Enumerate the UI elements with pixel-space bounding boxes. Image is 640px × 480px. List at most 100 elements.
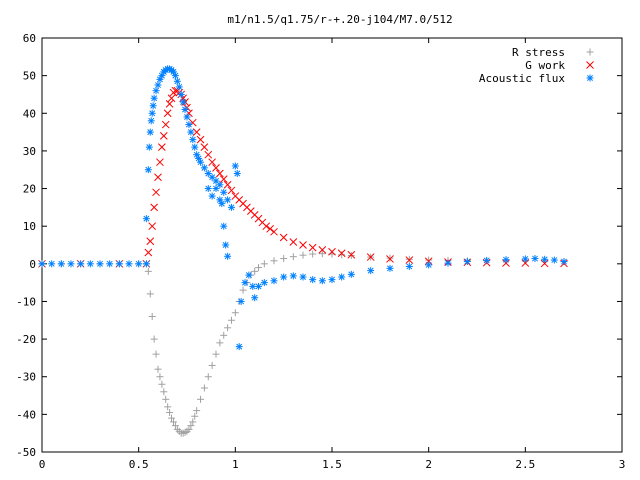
data-point [266, 224, 274, 233]
data-point [241, 279, 249, 287]
data-point [125, 260, 133, 268]
data-point [197, 395, 205, 403]
data-point [318, 277, 326, 285]
data-point [191, 143, 199, 151]
data-point [260, 279, 268, 287]
data-point [144, 248, 153, 257]
data-point [289, 253, 297, 261]
data-point [212, 163, 220, 172]
data-point [405, 262, 413, 270]
data-point [309, 276, 317, 284]
legend-label: Acoustic flux [479, 72, 565, 85]
data-point [148, 222, 157, 231]
x-tick-label: 2 [425, 458, 432, 471]
data-point [367, 267, 375, 275]
data-point [173, 425, 181, 433]
data-point [183, 113, 191, 121]
data-point [220, 188, 228, 196]
data-point [224, 252, 232, 260]
data-point [177, 90, 185, 98]
data-point [444, 259, 452, 267]
data-point [255, 282, 263, 290]
data-point [270, 277, 278, 285]
data-point [222, 241, 230, 249]
data-point [405, 255, 413, 263]
data-point [231, 309, 239, 317]
data-point [189, 418, 197, 426]
data-point [299, 241, 307, 249]
data-point [197, 158, 205, 166]
series-layer [38, 65, 568, 437]
data-point [192, 128, 201, 136]
data-point [135, 260, 143, 268]
y-tick-label: 50 [23, 70, 36, 83]
data-point [142, 215, 150, 223]
data-point [185, 121, 193, 129]
data-point [166, 408, 174, 416]
data-point [318, 246, 327, 254]
data-point [328, 276, 336, 284]
data-point [289, 272, 297, 280]
data-point [96, 260, 104, 268]
data-point [328, 247, 336, 256]
data-point [150, 335, 158, 343]
data-point [158, 380, 166, 388]
data-point [227, 186, 236, 195]
data-point [144, 166, 152, 174]
data-point [220, 331, 228, 339]
data-point [338, 251, 346, 259]
data-point [299, 251, 307, 259]
data-point [193, 407, 201, 415]
data-point [161, 120, 170, 129]
data-point [156, 158, 164, 167]
data-point [227, 316, 235, 324]
data-point [249, 282, 257, 290]
data-point [502, 256, 510, 264]
data-point [152, 350, 160, 358]
data-point [145, 143, 153, 151]
data-point [251, 267, 259, 275]
data-point [38, 260, 46, 268]
y-tick-label: 20 [23, 183, 36, 196]
data-point [216, 181, 224, 189]
data-point [233, 169, 241, 177]
data-point [531, 255, 539, 263]
data-point [181, 106, 189, 114]
data-point [541, 255, 549, 263]
data-point [115, 260, 123, 268]
data-point [227, 203, 235, 211]
data-point [337, 249, 346, 258]
data-point [159, 132, 168, 140]
axes: 0 0.5 1 1.5 2 2.5 3 -50 -40 -30 -20 -10 0 10 20 30 40 50 6… [16, 32, 625, 471]
data-point [212, 185, 220, 193]
data-point [231, 162, 239, 170]
data-point [187, 128, 195, 136]
y-tick-label: 30 [23, 145, 36, 158]
data-point [77, 260, 85, 268]
data-point [318, 250, 326, 258]
data-point [150, 94, 158, 102]
data-point [204, 185, 212, 193]
data-point [309, 250, 317, 258]
data-point [67, 260, 75, 268]
data-point [152, 87, 160, 95]
data-point [189, 136, 197, 144]
legend-marker [586, 48, 594, 56]
data-point [550, 256, 558, 264]
series-1 [38, 86, 568, 268]
data-point [200, 384, 208, 392]
data-point [235, 343, 243, 351]
data-point [183, 427, 191, 435]
y-tick-label: -50 [16, 446, 36, 459]
chart-title: m1/n1.5/q1.75/r-+.20-j104/M7.0/512 [227, 13, 452, 26]
data-point [308, 243, 317, 252]
legend-label: R stress [512, 46, 565, 59]
x-tick-label: 3 [619, 458, 626, 471]
data-point [181, 428, 189, 436]
data-point [521, 255, 529, 263]
data-point [237, 297, 245, 305]
data-point [208, 192, 216, 200]
data-point [175, 427, 183, 435]
data-point [146, 237, 155, 246]
